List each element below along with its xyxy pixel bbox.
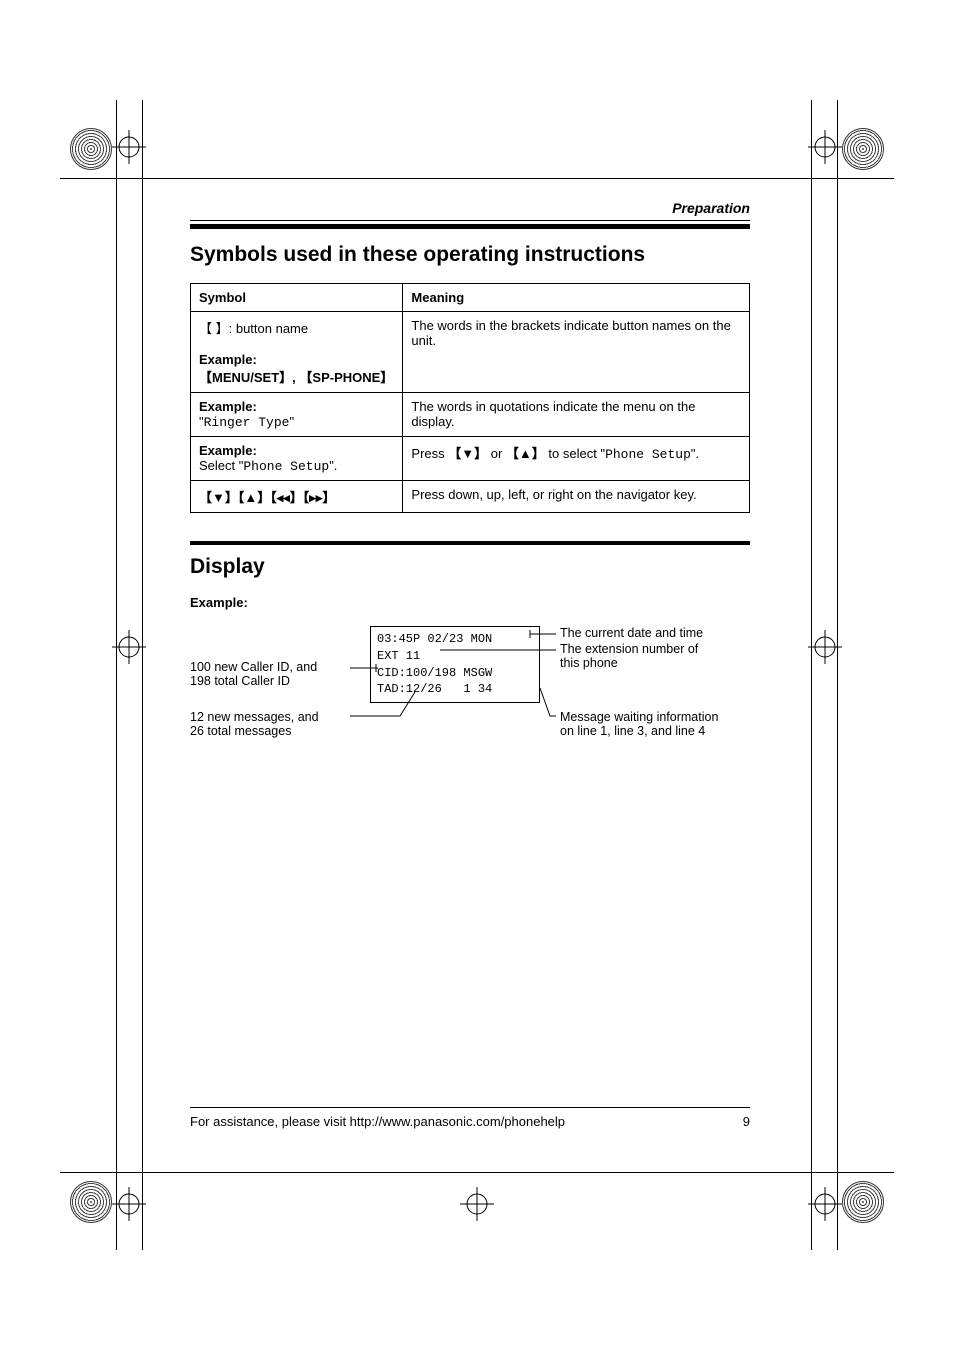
lcd-line4: TAD:12/26 1 34 [377,682,492,696]
reg-mark-mr [808,630,842,664]
reg-mark-ml [112,630,146,664]
table-row: 【▼】【▲】【◂◂】【▸▸】 Press down, up, left, or … [191,481,750,513]
up-icon: 【▲】 [506,443,545,462]
meaning-end: ". [691,446,699,461]
example-text-mono: Ringer Type [204,415,290,430]
cell-meaning: Press 【▼】 or 【▲】 to select "Phone Setup"… [403,437,750,481]
crop-line-left2 [116,100,117,1250]
crop-line-left [142,100,143,1250]
ann-left1a: 100 new Caller ID, and [190,660,317,674]
ann-right2a: The extension number of [560,642,698,656]
reg-mark-tr [808,130,842,164]
down-icon: 【▼】 [448,443,487,462]
cell-symbol: Example: "Ringer Type" [191,393,403,437]
th-meaning: Meaning [403,284,750,312]
annotation-datetime: The current date and time [560,626,760,640]
example-label: Example: [199,443,257,458]
heading-display: Display [190,555,750,579]
reg-mark-bl [112,1187,146,1221]
print-mark-tr [842,128,884,170]
page-footer: For assistance, please visit http://www.… [190,1107,750,1129]
example-label: Example: [199,399,257,414]
reg-mark-bc [460,1187,494,1221]
display-section: Display Example: 03:45P 02/23 MON EXT 11… [190,541,750,780]
cell-symbol: 【▼】【▲】【◂◂】【▸▸】 [191,481,403,513]
cell-meaning: The words in quotations indicate the men… [403,393,750,437]
print-mark-br [842,1181,884,1223]
section-header: Preparation [190,200,750,216]
lcd-screen: 03:45P 02/23 MON EXT 11 CID:100/198 MSGW… [370,626,540,703]
navigator-icons: 【▼】【▲】【◂◂】【▸▸】 [199,487,335,506]
example-label: Example: [199,352,257,367]
ann-right3a: Message waiting information [560,710,718,724]
cell-symbol: 【 】: button name Example: 【MENU/SET】, 【S… [191,312,403,393]
display-example-label: Example: [190,595,750,610]
meaning-pre: Press [411,446,448,461]
page-number: 9 [743,1114,750,1129]
symbols-table: Symbol Meaning 【 】: button name Example:… [190,283,750,513]
meaning-mono: Phone Setup [605,447,691,462]
table-row: 【 】: button name Example: 【MENU/SET】, 【S… [191,312,750,393]
rule-thin [190,220,750,221]
meaning-post: to select " [545,446,605,461]
example-text: 【MENU/SET】, 【SP-PHONE】 [199,370,393,385]
example-text-mono: Phone Setup [243,459,329,474]
lcd-line2: EXT 11 [377,649,420,663]
annotation-extension: The extension number of this phone [560,642,760,670]
rule-thick [190,224,750,229]
crop-line-right [811,100,812,1250]
page-content: Preparation Symbols used in these operat… [190,200,750,780]
print-mark-bl [70,1181,112,1223]
cell-meaning: Press down, up, left, or right on the na… [403,481,750,513]
crop-line-right2 [837,100,838,1250]
lcd-line3: CID:100/198 MSGW [377,666,492,680]
ann-left2a: 12 new messages, and [190,710,319,724]
cell-symbol: Example: Select "Phone Setup". [191,437,403,481]
ann-left1b: 198 total Caller ID [190,674,290,688]
cell-meaning: The words in the brackets indicate butto… [403,312,750,393]
crop-line-top [60,178,894,179]
annotation-msgw: Message waiting information on line 1, l… [560,710,770,738]
table-row: Example: "Ringer Type" The words in quot… [191,393,750,437]
lcd-line1: 03:45P 02/23 MON [377,632,492,646]
ann-left2b: 26 total messages [190,724,291,738]
reg-mark-br [808,1187,842,1221]
print-mark-tl [70,128,112,170]
ann-right3b: on line 1, line 3, and line 4 [560,724,705,738]
annotation-caller-id: 100 new Caller ID, and 198 total Caller … [190,660,365,688]
reg-mark-tl [112,130,146,164]
rule-thick-2 [190,541,750,545]
th-symbol: Symbol [191,284,403,312]
ann-right2b: this phone [560,656,618,670]
heading-symbols: Symbols used in these operating instruct… [190,243,750,267]
table-head-row: Symbol Meaning [191,284,750,312]
crop-line-bottom [60,1172,894,1173]
table-row: Example: Select "Phone Setup". Press 【▼】… [191,437,750,481]
footer-text: For assistance, please visit http://www.… [190,1114,565,1129]
display-diagram: 03:45P 02/23 MON EXT 11 CID:100/198 MSGW… [190,620,750,780]
symbol-lead: 【 】: button name [199,321,308,336]
meaning-mid: or [487,446,506,461]
annotation-messages: 12 new messages, and 26 total messages [190,710,365,738]
